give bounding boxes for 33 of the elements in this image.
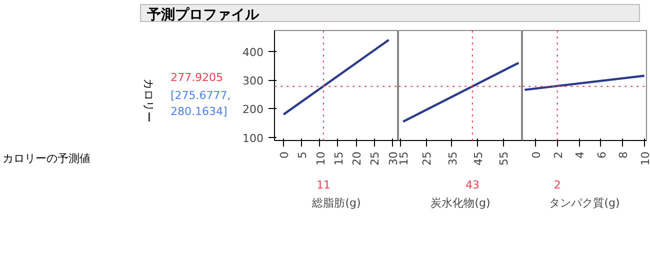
x-tick-label: 20 [350,151,364,166]
x-tick-label: 4 [574,152,587,158]
x-tick-label: 0 [278,152,292,158]
x-tick-label: 35 [446,151,460,166]
x-tick-label: 25 [368,151,382,166]
x-tick-label: 25 [420,151,434,166]
y-tick-label: 400 [242,46,264,59]
ref-line-label: 277.9205 [170,71,223,84]
y-tick-label: 100 [242,132,264,145]
x-tick-label: 55 [498,151,511,166]
chart-title: 予測プロファイル [147,6,259,25]
x-tick-label: 5 [296,152,310,158]
x-tick-label: 0 [530,152,544,158]
x-tick-label: 30 [386,151,400,166]
x-tick-label: 8 [617,152,630,158]
x-tick-label: 10 [638,151,650,166]
ref-line-label: 2 [554,178,561,192]
x-tick-label: 6 [595,152,608,158]
y-axis-title: カロリー [142,78,155,122]
text: [275.6777, 280.1634] [170,88,231,118]
x-tick-label: 2 [552,152,565,158]
x-tick-label: 10 [314,151,328,166]
y-tick-label: 300 [242,74,264,88]
x-tick-label: 45 [472,151,486,166]
text: カロリーの予測値 [2,152,90,165]
y-tick-label: 200 [242,103,264,116]
x-axis-title: 総脂肪(g) [311,196,361,210]
x-axis-title: タンパク質(g) [549,196,620,210]
x-tick-label: 15 [398,151,410,166]
x-tick-label: 15 [332,151,346,166]
ref-line-label: 11 [316,178,330,192]
ref-line-label: 43 [465,178,480,192]
x-axis-title: 炭水化物(g) [430,196,490,210]
